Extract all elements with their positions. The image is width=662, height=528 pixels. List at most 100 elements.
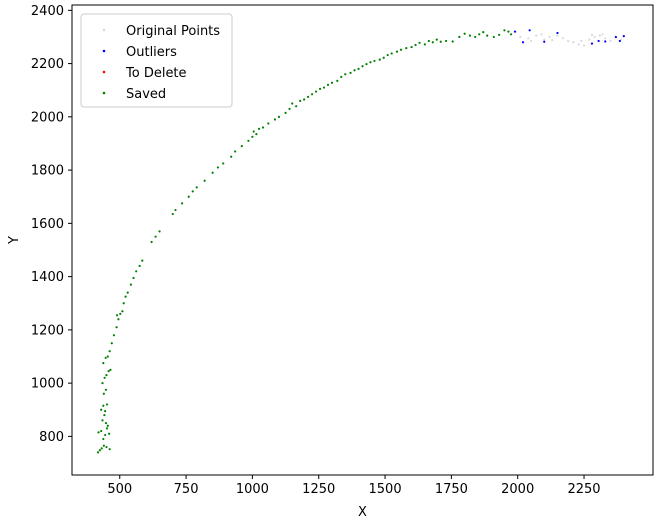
- data-point: [195, 186, 198, 189]
- legend-box: [80, 13, 233, 108]
- data-point: [101, 419, 104, 422]
- data-point: [548, 35, 551, 39]
- series-1: [513, 29, 625, 45]
- data-point: [322, 86, 326, 89]
- data-point: [105, 403, 109, 406]
- data-point: [498, 33, 501, 36]
- data-point: [618, 39, 621, 43]
- data-point: [122, 302, 125, 305]
- data-point: [102, 392, 105, 395]
- data-point: [444, 39, 448, 43]
- data-point: [340, 75, 343, 78]
- legend-marker: [102, 91, 106, 95]
- y-tick-label: 1600: [31, 217, 64, 232]
- data-point: [277, 115, 281, 118]
- data-point: [117, 318, 120, 321]
- data-point: [102, 444, 105, 447]
- data-point: [543, 40, 546, 43]
- data-point: [252, 130, 255, 133]
- data-point: [110, 342, 113, 345]
- data-point: [203, 179, 206, 182]
- data-point: [463, 32, 466, 35]
- data-point: [104, 409, 107, 413]
- data-point: [291, 102, 294, 105]
- data-point: [519, 35, 522, 39]
- x-tick-label: 1750: [435, 482, 468, 497]
- data-point: [580, 39, 583, 43]
- data-point: [604, 37, 607, 40]
- data-point: [222, 162, 225, 165]
- data-point: [365, 63, 368, 66]
- x-tick-label: 1250: [302, 482, 335, 497]
- data-point: [344, 73, 347, 76]
- data-point: [318, 87, 322, 90]
- data-point: [410, 45, 413, 49]
- data-point: [135, 270, 138, 273]
- series-3: [96, 29, 513, 454]
- data-point: [267, 122, 270, 125]
- data-point: [132, 276, 135, 280]
- plot-marks: [96, 29, 625, 454]
- data-point: [211, 171, 214, 174]
- data-point: [373, 59, 376, 63]
- data-point: [431, 41, 434, 44]
- data-point: [107, 370, 110, 373]
- data-point: [141, 259, 144, 262]
- data-point: [598, 34, 602, 37]
- data-point: [414, 43, 417, 47]
- data-point: [357, 67, 360, 71]
- data-point: [124, 295, 127, 298]
- data-point: [115, 326, 118, 329]
- data-point: [590, 42, 594, 45]
- data-point: [439, 40, 442, 43]
- data-point: [458, 35, 461, 39]
- data-point: [513, 30, 517, 33]
- y-tick-label: 2000: [31, 110, 64, 125]
- data-point: [108, 448, 111, 451]
- data-point: [521, 41, 525, 44]
- data-point: [535, 34, 538, 37]
- data-point: [486, 34, 489, 37]
- legend-label: To Delete: [125, 66, 187, 81]
- data-point: [216, 166, 220, 169]
- data-point: [158, 230, 161, 233]
- data-point: [361, 65, 364, 68]
- data-point: [390, 52, 393, 55]
- data-point: [349, 71, 352, 74]
- data-point: [582, 44, 586, 47]
- data-point: [108, 432, 111, 435]
- data-point: [108, 350, 111, 353]
- x-axis: 500 750 1000 1250 1500 1750 2000 2250: [107, 475, 601, 497]
- data-point: [597, 39, 600, 43]
- data-point: [435, 38, 438, 41]
- data-point: [234, 150, 237, 153]
- data-point: [105, 427, 109, 430]
- data-point: [255, 133, 258, 136]
- data-point: [577, 43, 580, 46]
- data-point: [109, 368, 112, 371]
- data-point: [468, 34, 472, 37]
- data-point: [101, 382, 104, 385]
- data-point: [572, 41, 575, 44]
- legend: Original Points Outliers To Delete Saved: [80, 13, 233, 108]
- data-point: [106, 355, 109, 358]
- data-point: [540, 33, 543, 36]
- data-point: [230, 155, 233, 158]
- x-tick-label: 1000: [236, 482, 269, 497]
- data-point: [104, 388, 108, 391]
- data-point: [112, 334, 116, 337]
- data-point: [427, 39, 430, 43]
- data-point: [369, 61, 372, 64]
- legend-label: Original Points: [126, 24, 220, 39]
- data-point: [378, 58, 381, 61]
- data-point: [382, 56, 385, 59]
- data-point: [171, 212, 174, 216]
- data-point: [622, 35, 625, 38]
- data-point: [100, 447, 103, 450]
- data-point: [529, 39, 533, 43]
- data-point: [551, 39, 554, 42]
- data-point: [288, 107, 291, 110]
- data-point: [273, 118, 277, 121]
- data-point: [126, 291, 129, 294]
